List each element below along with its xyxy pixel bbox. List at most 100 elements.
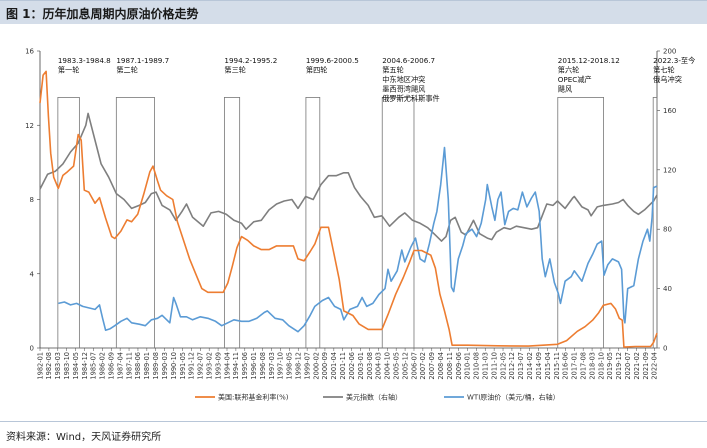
x-tick-label: 2000-09	[321, 352, 329, 380]
x-tick-label: 1993-09	[214, 352, 222, 380]
x-tick-label: 1986-09	[108, 352, 116, 380]
x-tick-label: 2005-05	[392, 352, 400, 380]
x-tick-label: 1985-07	[90, 352, 98, 380]
x-tick-label: 2018-03	[588, 352, 596, 380]
footer-bar: 资料来源：Wind，天风证券研究所	[0, 421, 707, 448]
x-tick-label: 1987-04	[116, 352, 124, 380]
x-tick-label: 2012-12	[508, 352, 516, 380]
cycle-note: 第四轮	[306, 66, 328, 75]
x-tick-label: 2017-08	[579, 352, 587, 380]
x-tick-label: 2001-04	[330, 352, 338, 380]
source-note: 资料来源：Wind，天风证券研究所	[6, 432, 162, 443]
x-tick-label: 1992-07	[197, 352, 205, 380]
hike-cycle-box	[223, 97, 241, 349]
x-tick-label: 2020-07	[624, 352, 632, 380]
hike-cycle-box	[305, 97, 321, 349]
cycle-note: 第三轮	[224, 66, 246, 75]
x-tick-label: 1987-11	[125, 352, 133, 380]
cycle-note: OPEC减产	[558, 75, 592, 84]
y-right-tick-label: 200	[663, 48, 676, 56]
x-tick-label: 1995-06	[241, 352, 249, 380]
y-right-tick-label: 80	[663, 226, 672, 234]
cycle-note: 墨西哥湾飓风	[382, 85, 425, 94]
x-tick-label: 2013-07	[517, 352, 525, 380]
x-tick-label: 1990-03	[161, 352, 169, 380]
x-tick-label: 2005-12	[401, 352, 409, 380]
x-tick-label: 2015-11	[553, 352, 561, 380]
x-tick-label: 1999-07	[303, 352, 311, 380]
x-tick-label: 1991-05	[179, 352, 187, 380]
y-right-tick-label: 160	[663, 107, 676, 115]
x-tick-label: 2021-02	[633, 352, 641, 380]
series-line-2	[58, 146, 658, 333]
hike-cycle-boxes	[57, 97, 658, 349]
cycle-note: 第二轮	[116, 66, 138, 75]
x-tick-label: 1991-12	[188, 352, 196, 380]
cycle-note: 第六轮	[558, 66, 580, 75]
cycle-label: 1999.6-2000.5	[306, 56, 359, 65]
x-tick-label: 1990-10	[170, 352, 178, 380]
x-tick-label: 1983-03	[54, 352, 62, 380]
x-tick-label: 2011-10	[490, 352, 498, 380]
x-tick-label: 1998-12	[295, 352, 303, 380]
x-tick-label: 1996-01	[250, 352, 258, 380]
x-tick-label: 2012-05	[499, 352, 507, 380]
legend: 美国:联邦基金利率(%) 美元指数（右轴） WTI原油价（美元/桶，右轴）	[195, 393, 560, 402]
x-tick-label: 2021-09	[642, 352, 650, 380]
cycle-note: 俄罗斯尤科斯事件	[382, 94, 440, 103]
x-tick-label: 1993-02	[205, 352, 213, 380]
x-tick-label: 2017-01	[571, 352, 579, 380]
x-tick-labels: 1982-01 1982-08 1983-03 1983-10 1984-05 1984-…	[36, 348, 659, 380]
hike-cycle-box	[381, 97, 415, 349]
x-tick-label: 2001-11	[339, 352, 347, 380]
x-tick-label: 2007-02	[419, 352, 427, 380]
x-tick-label: 2014-02	[526, 352, 534, 380]
y-left-tick-label: 0	[30, 345, 34, 353]
x-tick-label: 2004-03	[375, 352, 383, 380]
y-right-tick-label: 120	[663, 166, 676, 174]
cycle-label: 1994.2-1995.2	[224, 56, 277, 65]
x-tick-label: 1982-01	[36, 352, 44, 380]
cycle-note: 第七轮	[653, 66, 675, 75]
x-tick-label: 2006-07	[410, 352, 418, 380]
x-tick-label: 1989-01	[143, 352, 151, 380]
x-tick-label: 2008-04	[437, 352, 445, 380]
x-tick-label: 2009-06	[455, 352, 463, 380]
x-tick-label: 2004-10	[384, 352, 392, 380]
legend-label: WTI原油价（美元/桶，右轴）	[467, 393, 560, 402]
x-tick-label: 2016-06	[562, 352, 570, 380]
x-tick-label: 2010-01	[464, 352, 472, 380]
x-tick-label: 2015-04	[544, 352, 552, 380]
x-tick-label: 1983-10	[63, 352, 71, 380]
x-tick-label: 2007-09	[428, 352, 436, 380]
cycle-note: 飓风	[558, 85, 572, 94]
series-layer	[39, 70, 658, 348]
cycle-note: 第一轮	[58, 66, 80, 75]
y-left-tick-label: 4	[30, 270, 35, 278]
x-tick-label: 2003-01	[357, 352, 365, 380]
x-tick-label: 2014-09	[535, 352, 543, 380]
x-tick-label: 1997-10	[277, 352, 285, 380]
x-tick-label: 1989-08	[152, 352, 160, 380]
x-tick-label: 1982-08	[45, 352, 53, 380]
x-tick-label: 1998-05	[286, 352, 294, 380]
x-tick-label: 2011-03	[482, 352, 490, 380]
x-tick-label: 2008-11	[446, 352, 454, 380]
x-tick-label: 1986-02	[99, 352, 107, 380]
legend-label: 美国:联邦基金利率(%)	[218, 393, 289, 402]
x-tick-label: 1984-12	[81, 352, 89, 380]
cycle-label: 1983.3-1984.8	[58, 56, 111, 65]
x-tick-label: 2002-06	[348, 352, 356, 380]
y-left-tick-label: 12	[25, 122, 34, 130]
hike-cycle-box	[652, 97, 658, 349]
y-left-tick-label: 16	[25, 48, 34, 56]
cycle-label: 1987.1-1989.7	[116, 56, 169, 65]
x-tick-label: 2019-12	[615, 352, 623, 380]
y-right-tick-label: 40	[663, 285, 672, 293]
x-tick-label: 1994-11	[232, 352, 240, 380]
hike-cycle-box	[115, 97, 155, 349]
x-tick-label: 2010-08	[473, 352, 481, 380]
